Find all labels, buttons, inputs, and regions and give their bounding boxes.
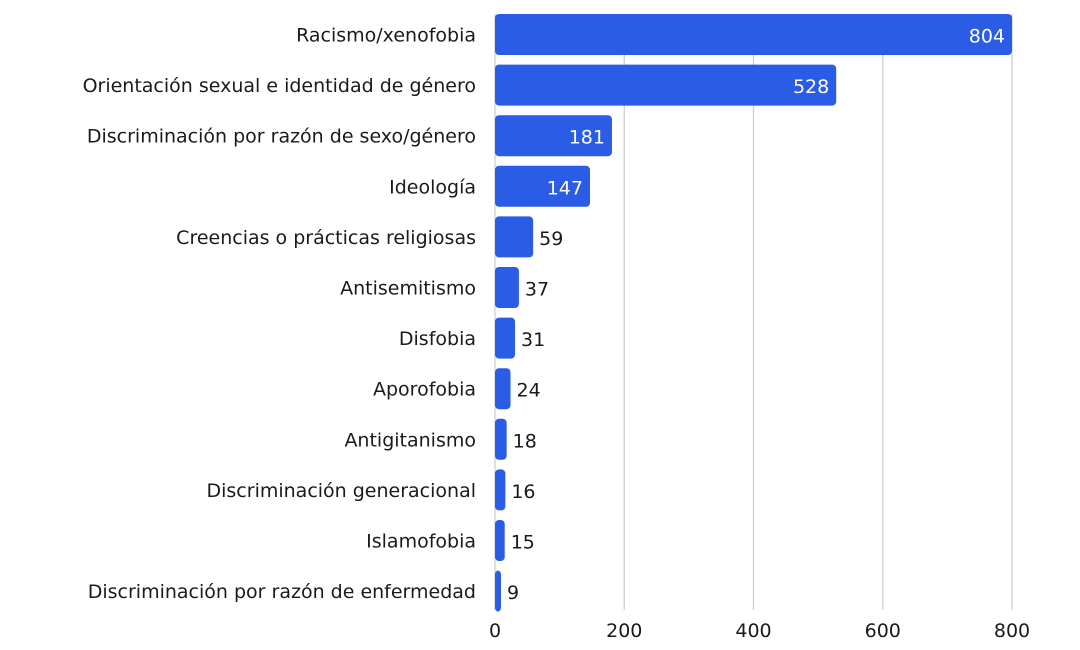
value-label: 16 xyxy=(511,481,535,503)
category-label: Racismo/xenofobia xyxy=(296,25,476,47)
category-label: Creencias o prácticas religiosas xyxy=(176,227,476,249)
category-label: Antisemitismo xyxy=(340,278,476,300)
category-label: Aporofobia xyxy=(373,379,476,401)
bar xyxy=(495,115,612,157)
x-tick-label: 600 xyxy=(865,620,901,642)
category-label: Orientación sexual e identidad de género xyxy=(83,75,476,97)
bar xyxy=(495,317,516,359)
x-tick-label: 800 xyxy=(994,620,1030,642)
bar xyxy=(495,165,590,207)
value-label: 24 xyxy=(517,380,541,402)
bars xyxy=(495,14,1012,612)
value-label: 181 xyxy=(569,127,605,149)
x-tick-label: 0 xyxy=(489,620,501,642)
bar xyxy=(495,418,507,460)
x-axis-ticks: 0 200 400 600 800 xyxy=(489,620,1030,642)
value-labels: 804 528 181 147 59 37 31 24 18 16 15 9 xyxy=(507,26,1005,605)
category-label: Islamofobia xyxy=(366,531,476,553)
bar xyxy=(495,469,506,511)
x-tick-label: 200 xyxy=(606,620,642,642)
value-label: 9 xyxy=(507,582,519,604)
value-label: 31 xyxy=(521,329,545,351)
bar xyxy=(495,368,511,410)
bar xyxy=(495,520,505,561)
value-label: 528 xyxy=(793,76,829,98)
value-label: 37 xyxy=(525,279,549,301)
bar xyxy=(495,14,1012,55)
bar xyxy=(495,267,519,308)
category-label: Antigitanismo xyxy=(344,429,476,451)
value-label: 804 xyxy=(969,26,1005,48)
bar xyxy=(495,216,534,258)
bar xyxy=(495,570,501,612)
category-label: Ideología xyxy=(389,176,476,198)
value-label: 59 xyxy=(539,228,563,250)
category-label: Discriminación por razón de enfermedad xyxy=(88,581,476,603)
category-label: Discriminación generacional xyxy=(207,480,477,502)
category-label: Disfobia xyxy=(399,328,476,350)
bar xyxy=(495,64,837,106)
category-labels: Racismo/xenofobia Orientación sexual e id… xyxy=(83,25,476,604)
category-label: Discriminación por razón de sexo/género xyxy=(87,126,476,148)
value-label: 18 xyxy=(513,430,537,452)
x-tick-label: 400 xyxy=(735,620,771,642)
value-label: 15 xyxy=(511,532,535,554)
value-label: 147 xyxy=(547,177,583,199)
gridlines xyxy=(494,14,1013,610)
